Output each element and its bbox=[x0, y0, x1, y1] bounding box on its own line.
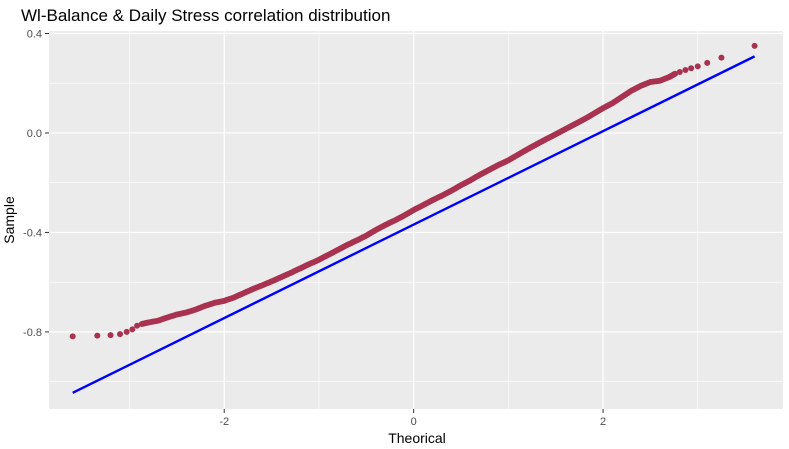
y-tick-label: -0.8 bbox=[23, 327, 42, 339]
y-tick-label: 0.4 bbox=[27, 28, 42, 40]
reference-line-layer bbox=[72, 55, 756, 394]
sample-point bbox=[123, 328, 130, 335]
reference-line bbox=[72, 55, 756, 394]
y-tick-label: 0.0 bbox=[27, 128, 42, 140]
sample-point bbox=[676, 69, 683, 76]
sample-point bbox=[682, 67, 689, 74]
sample-point bbox=[751, 42, 758, 49]
y-axis-title: Sample bbox=[1, 196, 17, 244]
chart-title: Wl-Balance & Daily Stress correlation di… bbox=[21, 6, 390, 25]
sample-point bbox=[94, 332, 101, 339]
minor-gridlines bbox=[49, 31, 783, 409]
sample-point bbox=[107, 332, 114, 339]
sample-point bbox=[134, 322, 141, 329]
sample-points bbox=[69, 42, 758, 340]
sample-point bbox=[117, 331, 124, 338]
sample-point bbox=[688, 65, 695, 72]
x-tick-label: 2 bbox=[600, 416, 606, 428]
plot-panel bbox=[49, 31, 783, 409]
sample-point bbox=[718, 54, 725, 61]
sample-point bbox=[694, 63, 701, 70]
x-axis-title: Theorical bbox=[388, 430, 446, 446]
y-axis-ticks: -0.8 -0.4 0.0 0.4 bbox=[23, 28, 49, 339]
sample-point bbox=[129, 326, 136, 333]
x-tick-label: 0 bbox=[411, 416, 417, 428]
x-tick-label: -2 bbox=[219, 416, 229, 428]
x-axis-ticks: -2 0 2 bbox=[219, 409, 606, 428]
sample-point bbox=[69, 333, 76, 340]
sample-point bbox=[704, 59, 711, 66]
y-tick-label: -0.4 bbox=[23, 227, 42, 239]
major-gridlines bbox=[49, 31, 783, 409]
sample-point bbox=[672, 70, 679, 77]
